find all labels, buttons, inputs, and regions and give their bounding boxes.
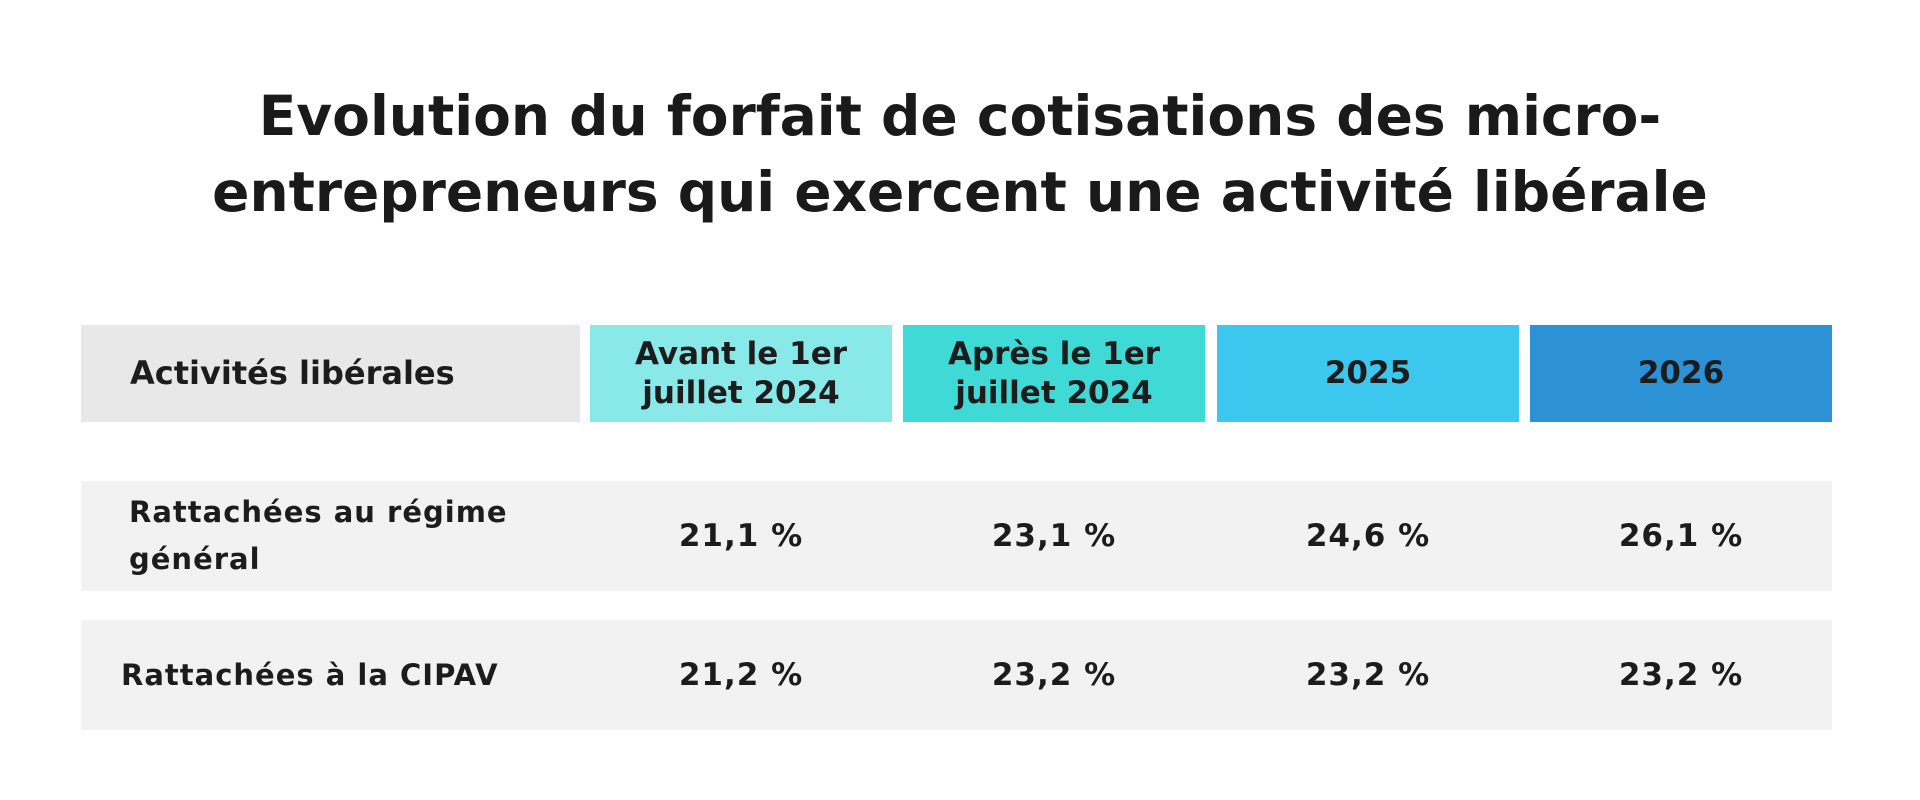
table-cell: 26,1 % — [1618, 518, 1744, 554]
column-header-activites: Activités libérales — [81, 325, 580, 422]
row-label-cipav: Rattachées à la CIPAV — [121, 657, 499, 692]
column-header-2025: 2025 — [1217, 325, 1519, 422]
column-header-avant-juillet-2024: Avant le 1er juillet 2024 — [590, 325, 892, 422]
table-cell: 21,2 % — [678, 657, 804, 693]
table-row-regime-general — [81, 481, 1832, 591]
table-cell: 21,1 % — [678, 518, 804, 554]
table-row-cipav — [81, 620, 1832, 730]
column-header-2026: 2026 — [1530, 325, 1832, 422]
table-cell: 23,2 % — [991, 657, 1117, 693]
row-label-regime-general: Rattachées au régime général — [129, 495, 508, 576]
table-cell: 24,6 % — [1305, 518, 1431, 554]
chart-title: Evolution du forfait de cotisations des … — [212, 84, 1708, 224]
table-cell: 23,2 % — [1618, 657, 1744, 693]
column-header-apres-juillet-2024: Après le 1er juillet 2024 — [903, 325, 1205, 422]
table-cell: 23,1 % — [991, 518, 1117, 554]
table-cell: 23,2 % — [1305, 657, 1431, 693]
